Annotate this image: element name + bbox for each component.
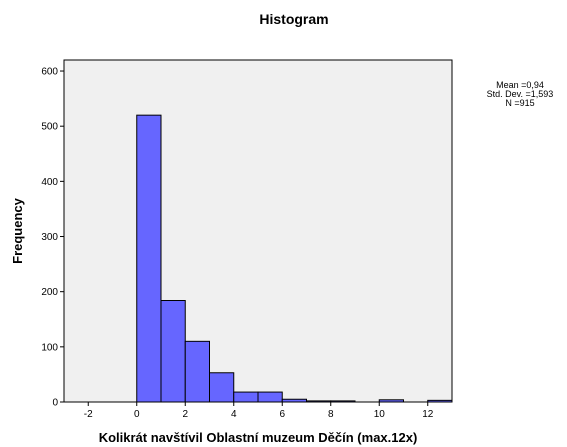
stats-std-dev: Std. Dev. =1,593 bbox=[487, 89, 554, 99]
histogram-bar bbox=[233, 391, 259, 403]
x-tick-label: 4 bbox=[231, 409, 237, 420]
stats-mean: Mean =0,94 bbox=[496, 80, 544, 90]
x-tick-label: -2 bbox=[84, 409, 93, 420]
y-tick-label: 200 bbox=[41, 287, 58, 298]
y-tick-label: 100 bbox=[41, 342, 58, 353]
x-tick-label: 6 bbox=[279, 409, 285, 420]
histogram-bar bbox=[281, 398, 307, 403]
plot-area bbox=[63, 59, 453, 403]
x-tick-label: 0 bbox=[134, 409, 140, 420]
histogram-bar bbox=[330, 400, 356, 403]
stats-n: N =915 bbox=[505, 98, 534, 108]
x-tick-label: 8 bbox=[328, 409, 334, 420]
y-tick-label: 400 bbox=[41, 177, 58, 188]
axes-group: 0 100 200 300 400 500 600 -2 0 2 4 6 8 10 12 bbox=[41, 67, 433, 420]
x-tick-label: 10 bbox=[374, 409, 386, 420]
y-tick-label: 0 bbox=[52, 398, 58, 409]
y-tick-label: 600 bbox=[41, 67, 58, 78]
histogram-bar bbox=[378, 399, 404, 403]
histogram-bar bbox=[306, 400, 332, 403]
x-tick-label: 2 bbox=[182, 409, 188, 420]
histogram-bar bbox=[427, 399, 453, 403]
bars-group bbox=[136, 114, 453, 403]
chart-title: Histogram bbox=[259, 11, 328, 27]
y-axis-label: Frequency bbox=[10, 197, 25, 264]
x-tick-label: 12 bbox=[422, 409, 434, 420]
histogram-bar bbox=[136, 114, 162, 403]
histogram-bar bbox=[160, 300, 186, 403]
histogram-bar bbox=[209, 372, 235, 403]
x-axis-label: Kolikrát navštívil Oblastní muzeum Děčín… bbox=[99, 430, 418, 445]
y-tick-label: 300 bbox=[41, 232, 58, 243]
y-tick-label: 500 bbox=[41, 122, 58, 133]
histogram-bar bbox=[184, 340, 210, 403]
histogram-bar bbox=[257, 391, 283, 403]
